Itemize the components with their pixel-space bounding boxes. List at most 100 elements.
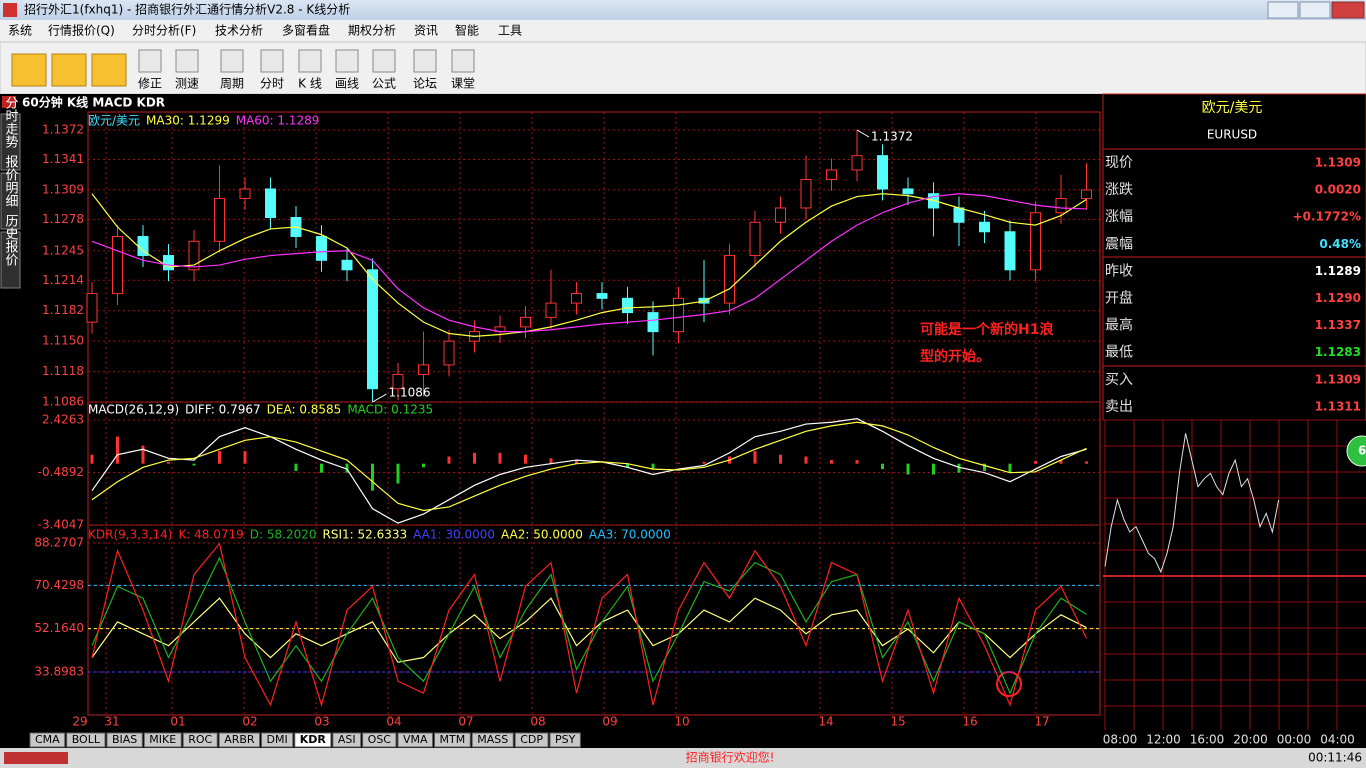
candle-body [112, 236, 123, 295]
toolbar-icon[interactable] [413, 49, 437, 73]
menu-bar [0, 20, 1366, 42]
toolbar-label: 画线 [335, 77, 359, 91]
candle-body [596, 293, 608, 299]
indicator-tab[interactable] [218, 732, 261, 748]
maximize-button[interactable] [1299, 1, 1331, 19]
toolbar-icon[interactable] [372, 49, 396, 73]
menu-item[interactable]: 期权分析 [348, 24, 396, 38]
y-tick-label: 1.1182 [42, 303, 84, 317]
toolbar-icon[interactable] [298, 49, 322, 73]
menu-item[interactable]: 工具 [498, 24, 522, 38]
app-icon [3, 3, 17, 17]
status-bar [0, 748, 1366, 768]
menu-item[interactable]: 技术分析 [215, 24, 263, 38]
menu-item[interactable]: 智能 [455, 23, 479, 38]
menu-item[interactable]: 多窗看盘 [282, 23, 330, 38]
side-tab[interactable] [0, 231, 21, 289]
side-tab[interactable] [0, 113, 21, 171]
candle-body [316, 236, 327, 261]
indicator-tab[interactable] [106, 732, 143, 748]
candle-body [826, 169, 837, 180]
legend-entry: KDR(9,3,3,14) [88, 528, 172, 542]
arrow-button[interactable] [91, 53, 127, 87]
indicator-tab[interactable] [434, 732, 471, 748]
y-tick-label: 1.1086 [42, 395, 84, 409]
toolbar-icon[interactable] [175, 49, 199, 73]
indicator-tab[interactable] [549, 732, 581, 748]
candle-body [724, 255, 735, 304]
toolbar-label: 测速 [175, 77, 199, 91]
indicator-tab[interactable] [66, 732, 106, 748]
toolbar-label: 论坛 [413, 77, 437, 91]
toolbar-icon[interactable] [335, 49, 359, 73]
time-label: 12:00 [1146, 733, 1181, 747]
menu-item[interactable]: 系统 [8, 24, 32, 38]
legend-entry: AA3: 70.0000 [589, 528, 671, 542]
indicator-tab-label: ARBR [224, 733, 255, 746]
y-tick-label: -0.4892 [38, 465, 84, 479]
quote-label: 昨收 [1105, 263, 1133, 279]
quote-value: 1.1309 [1315, 156, 1361, 170]
toolbar-label: 课堂 [451, 77, 475, 91]
y-tick-label: 88.2707 [34, 536, 84, 550]
x-tick-label: 02 [242, 715, 257, 729]
x-tick-label: 17 [1034, 715, 1049, 729]
toolbar-label: 修正 [138, 76, 162, 91]
side-tab[interactable] [0, 172, 21, 230]
toolbar-icon[interactable] [451, 49, 475, 73]
indicator-tab[interactable] [397, 732, 434, 748]
candle-body [775, 207, 786, 223]
k-line [91, 542, 1088, 708]
indicator-tab[interactable] [182, 732, 218, 748]
badge [1346, 435, 1366, 467]
y-tick-label: 1.1150 [42, 334, 84, 348]
toolbar-icon[interactable] [138, 49, 162, 73]
legend-entry: DEA: 0.8585 [267, 403, 342, 417]
indicator-tab-label: DMI [267, 733, 288, 746]
minimize-button[interactable] [1267, 1, 1299, 19]
y-tick-label: 1.1309 [42, 182, 84, 196]
candle-body [622, 297, 633, 314]
indicator-tab[interactable] [261, 732, 294, 748]
legend-entry: D: 58.2020 [250, 528, 317, 542]
quote-label: 涨跌 [1105, 182, 1133, 198]
indicator-tab[interactable] [471, 732, 514, 748]
arrow-button[interactable] [51, 53, 87, 87]
candle-body [953, 207, 965, 223]
menu-item[interactable]: 分时分析(F) [132, 24, 196, 38]
annotation: 型的开始。 [920, 348, 990, 365]
diff-line [91, 418, 1087, 524]
menu-item[interactable]: 行情报价(Q) [48, 23, 115, 38]
indicator-tab[interactable] [143, 732, 182, 748]
time-label: 16:00 [1190, 733, 1225, 747]
candle-body [392, 373, 404, 390]
marked-low: 1.1086 [389, 386, 431, 400]
quote-name: 欧元/美元 [1202, 100, 1263, 116]
close-button[interactable] [1331, 1, 1365, 19]
indicator-tab-label: KDR [300, 733, 327, 746]
indicator-tab[interactable] [294, 732, 332, 748]
status-welcome: 招商银行欢迎您! [686, 750, 775, 765]
indicator-tab[interactable] [29, 732, 66, 748]
candle-body [1055, 197, 1067, 214]
indicator-tab[interactable] [362, 732, 397, 748]
candle-body [86, 293, 98, 323]
toolbar-icon[interactable] [220, 49, 244, 73]
candle-body [1081, 189, 1092, 199]
toolbar-icon[interactable] [260, 49, 284, 73]
indicator-tab[interactable] [514, 732, 549, 748]
status-icons [4, 752, 68, 764]
indicator-tab-label: CMA [35, 733, 60, 746]
x-tick-label: 07 [458, 715, 473, 729]
indicator-tab-label: MTM [440, 733, 466, 746]
candle-body [520, 316, 531, 328]
menu-item[interactable]: 资讯 [414, 24, 438, 38]
arrow-button[interactable] [11, 53, 47, 87]
indicator-tab[interactable] [332, 732, 362, 748]
quote-label: 现价 [1105, 155, 1133, 171]
candle-body [877, 155, 888, 190]
quote-code: EURUSD [1207, 128, 1257, 142]
x-tick-label: 04 [386, 715, 401, 729]
legend-entry: RSI1: 52.6333 [323, 528, 408, 542]
indicator-tab-label: CDP [520, 733, 543, 746]
